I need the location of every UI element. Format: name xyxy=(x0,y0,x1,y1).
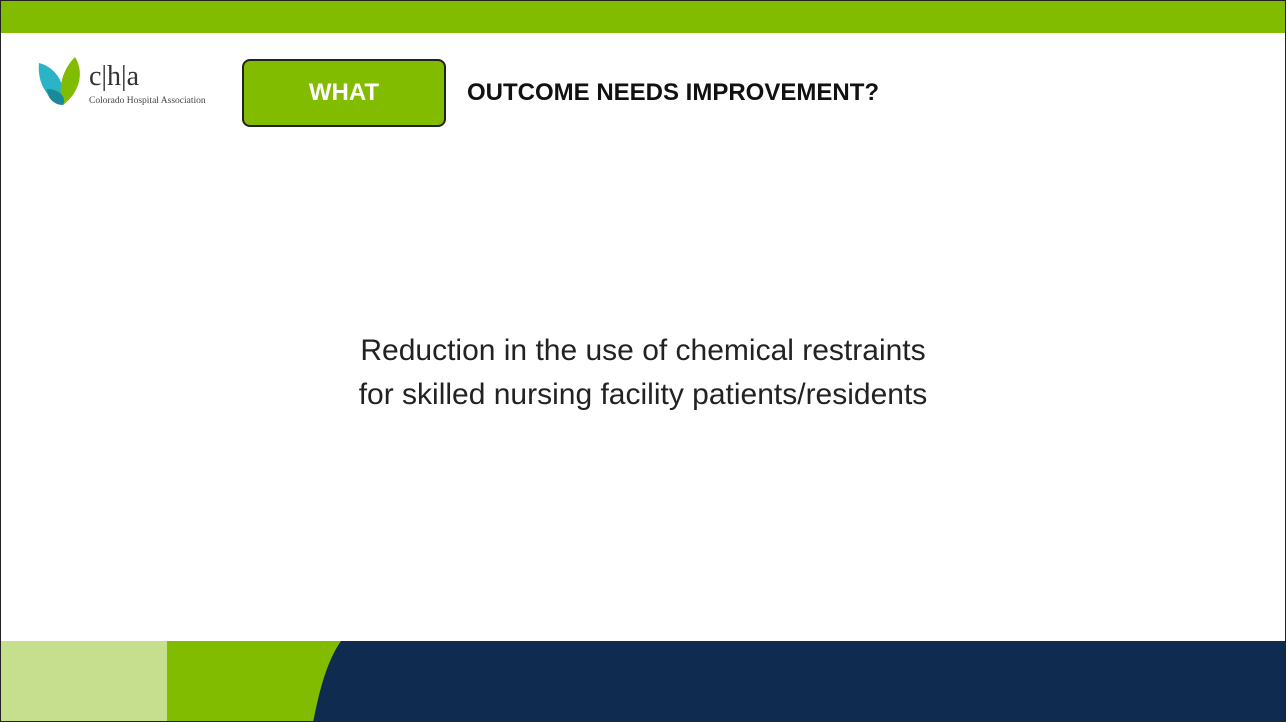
logo-name: Colorado Hospital Association xyxy=(89,96,206,106)
logo-icon xyxy=(38,57,80,105)
logo-mark: c|h|a xyxy=(89,61,140,92)
body-line: Reduction in the use of chemical restrai… xyxy=(360,334,926,367)
body-line: for skilled nursing facility patients/re… xyxy=(358,378,928,411)
header-badge: WHAT xyxy=(242,59,446,127)
header-title: OUTCOME NEEDS IMPROVEMENT? xyxy=(467,79,880,106)
footer-bands xyxy=(1,641,1285,721)
body-text: Reduction in the use of chemical restrai… xyxy=(1,329,1285,417)
top-bar xyxy=(1,1,1285,33)
